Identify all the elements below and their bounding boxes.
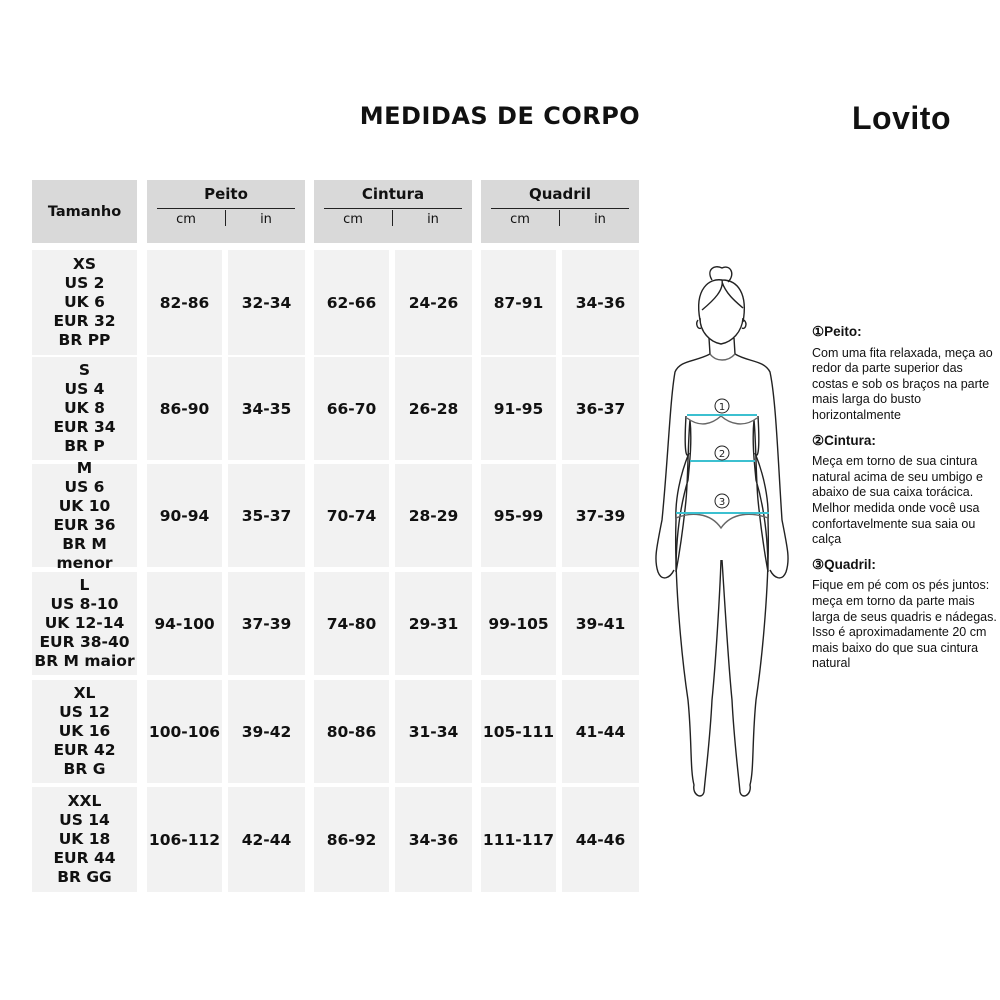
group-underline [157, 208, 295, 209]
value-cell: 74-80 [314, 572, 389, 675]
value-cell: 34-36 [562, 250, 639, 355]
marker-3: 3 [719, 497, 725, 508]
brand-logo: Lovito [852, 100, 951, 136]
value-cell: 41-44 [562, 680, 639, 783]
group-label-cintura: Cintura [361, 185, 425, 203]
unit-separator [559, 210, 560, 226]
value-cell: 86-92 [314, 787, 389, 892]
value-cell: 100-106 [147, 680, 222, 783]
value-cell: 39-42 [228, 680, 305, 783]
value-cell: 32-34 [228, 250, 305, 355]
size-cell: XL US 12 UK 16 EUR 42 BR G [32, 680, 137, 783]
note-heading-cintura: ②Cintura: [812, 432, 876, 448]
value-cell: 29-31 [395, 572, 472, 675]
value-cell: 28-29 [395, 464, 472, 567]
value-cell: 24-26 [395, 250, 472, 355]
size-cell: XXL US 14 UK 18 EUR 44 BR GG [32, 787, 137, 892]
value-cell: 35-37 [228, 464, 305, 567]
unit-in: in [594, 212, 606, 227]
value-cell: 95-99 [481, 464, 556, 567]
value-cell: 87-91 [481, 250, 556, 355]
group-underline [324, 208, 462, 209]
value-cell: 37-39 [562, 464, 639, 567]
value-cell: 70-74 [314, 464, 389, 567]
value-cell: 31-34 [395, 680, 472, 783]
unit-cm: cm [510, 212, 530, 227]
unit-separator [392, 210, 393, 226]
group-label-quadril: Quadril [529, 185, 591, 203]
value-cell: 82-86 [147, 250, 222, 355]
unit-cm: cm [176, 212, 196, 227]
value-cell: 80-86 [314, 680, 389, 783]
value-cell: 111-117 [481, 787, 556, 892]
size-cell: L US 8-10 UK 12-14 EUR 38-40 BR M maior [32, 572, 137, 675]
group-header-peito [147, 180, 305, 243]
unit-cm: cm [343, 212, 363, 227]
unit-separator [225, 210, 226, 226]
group-header-quadril [481, 180, 639, 243]
value-cell: 36-37 [562, 357, 639, 460]
body-outline [655, 266, 789, 797]
size-cell: S US 4 UK 8 EUR 34 BR P [32, 357, 137, 460]
value-cell: 99-105 [481, 572, 556, 675]
unit-in: in [427, 212, 439, 227]
value-cell: 34-36 [395, 787, 472, 892]
note-text-peito: Com uma fita relaxada, meça ao redor da … [812, 345, 993, 422]
note-heading-quadril: ③Quadril: [812, 556, 876, 572]
unit-in: in [260, 212, 272, 227]
value-cell: 86-90 [147, 357, 222, 460]
size-cell: M US 6 UK 10 EUR 36 BR M menor [32, 459, 137, 572]
value-cell: 90-94 [147, 464, 222, 567]
value-cell: 91-95 [481, 357, 556, 460]
value-cell: 62-66 [314, 250, 389, 355]
value-cell: 105-111 [481, 680, 556, 783]
value-cell: 94-100 [147, 572, 222, 675]
value-cell: 66-70 [314, 357, 389, 460]
value-cell: 44-46 [562, 787, 639, 892]
value-cell: 39-41 [562, 572, 639, 675]
marker-1: 1 [719, 402, 725, 413]
note-text-quadril: Fique em pé com os pés juntos: meça em t… [812, 578, 997, 671]
measurement-instructions: ①Peito: Com uma fita relaxada, meça ao r… [812, 324, 1000, 681]
note-text-cintura: Meça em torno de sua cintura natural aci… [812, 454, 983, 547]
value-cell: 106-112 [147, 787, 222, 892]
group-header-cintura [314, 180, 472, 243]
body-measurement-figure: 1 2 3 [655, 266, 789, 797]
size-header: Tamanho [32, 180, 137, 243]
marker-2: 2 [719, 449, 725, 460]
group-underline [491, 208, 629, 209]
note-heading-peito: ①Peito: [812, 324, 862, 339]
page-title: MEDIDAS DE CORPO [359, 102, 641, 130]
value-cell: 42-44 [228, 787, 305, 892]
value-cell: 26-28 [395, 357, 472, 460]
value-cell: 34-35 [228, 357, 305, 460]
size-cell: XS US 2 UK 6 EUR 32 BR PP [32, 250, 137, 355]
value-cell: 37-39 [228, 572, 305, 675]
size-header-label: Tamanho [47, 203, 122, 220]
group-label-peito: Peito [204, 185, 248, 203]
